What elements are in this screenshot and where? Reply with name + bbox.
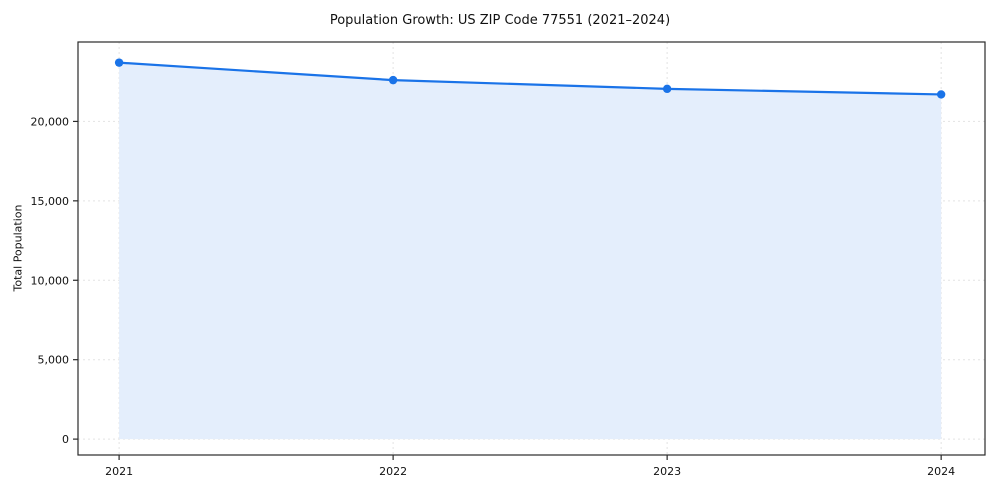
y-tick-label: 10,000 <box>31 274 70 287</box>
x-tick-label: 2023 <box>653 465 681 478</box>
y-axis-label: Total Population <box>11 204 25 292</box>
data-point <box>662 84 672 94</box>
x-tick-label: 2024 <box>927 465 955 478</box>
y-tick-label: 0 <box>62 433 69 446</box>
data-point <box>936 90 946 99</box>
data-point <box>388 75 398 85</box>
y-tick-label: 5,000 <box>38 354 70 367</box>
series-area <box>119 62 942 440</box>
plot-border <box>77 41 986 456</box>
series-line <box>118 61 943 96</box>
y-tick-label: 15,000 <box>31 195 70 208</box>
data-point <box>114 58 124 67</box>
chart-title: Population Growth: US ZIP Code 77551 (20… <box>329 13 671 28</box>
y-tick-label: 20,000 <box>31 115 70 128</box>
x-tick-label: 2021 <box>105 465 133 478</box>
x-tick-label: 2022 <box>379 465 407 478</box>
